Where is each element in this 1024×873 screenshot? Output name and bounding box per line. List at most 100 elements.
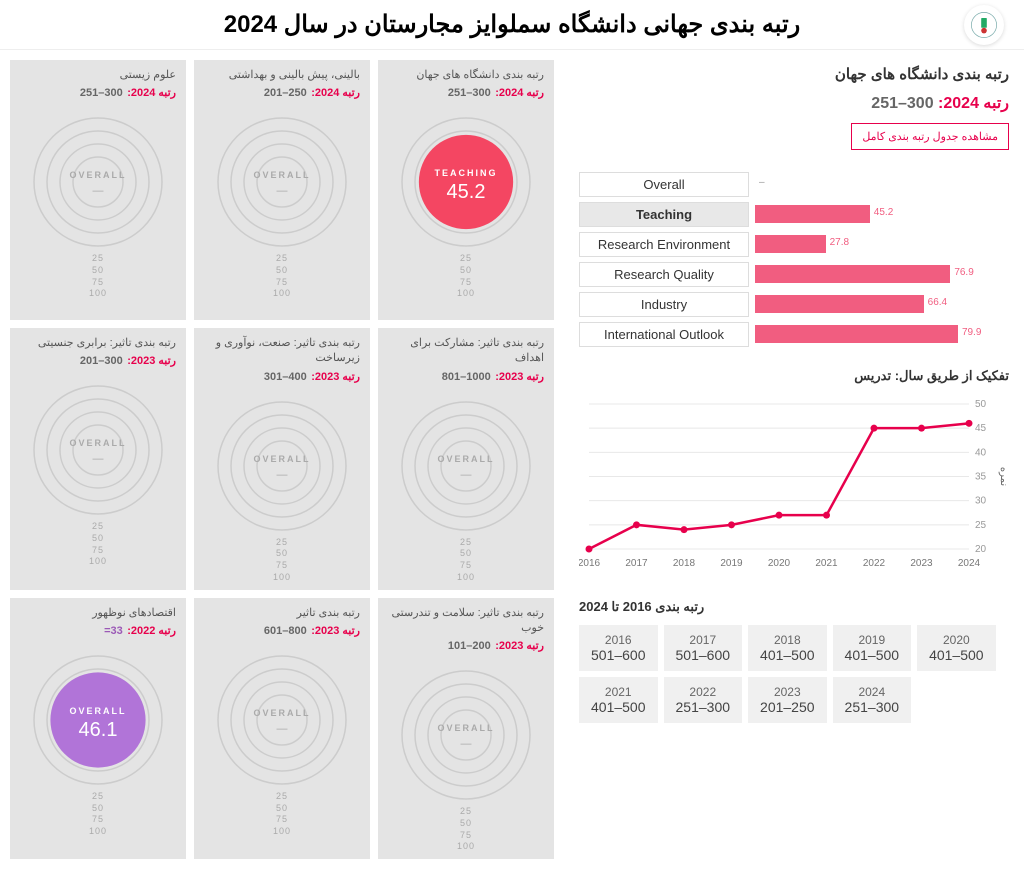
rank-label: رتبه 2024: <box>938 95 1009 112</box>
dial-scale: 255075100 <box>204 253 360 300</box>
dial-grid: رتبه بندی دانشگاه های جهانرتبه 2024: 251… <box>10 60 554 859</box>
year-chip[interactable]: 2016501–600 <box>579 625 658 671</box>
dial-scale: 255075100 <box>388 253 544 300</box>
svg-text:OVERALL: OVERALL <box>69 706 126 716</box>
years-title: رتبه بندی 2016 تا 2024 <box>579 599 1009 615</box>
dial-rank-label: رتبه 2024: <box>495 87 544 99</box>
dial-card[interactable]: رتبه بندی دانشگاه های جهانرتبه 2024: 251… <box>378 60 554 320</box>
metric-bar: 76.9 <box>755 265 1009 283</box>
metric-bar: 66.4 <box>755 295 1009 313</box>
year-chip[interactable]: 2019401–500 <box>833 625 912 671</box>
year-chip[interactable]: 2018401–500 <box>748 625 827 671</box>
svg-text:—: — <box>461 469 472 481</box>
dial-card[interactable]: رتبه بندی تاثیر: صنعت، نوآوری و زیرساخت ر… <box>194 328 370 590</box>
view-full-ranking-button[interactable]: مشاهده جدول رتبه بندی کامل <box>851 123 1009 150</box>
rank-value: 251–300 <box>871 95 933 113</box>
line-chart: 2025303540455020162017201820192020202120… <box>579 394 1009 579</box>
dial-rank-label: رتبه 2023: <box>311 371 360 383</box>
metric-label[interactable]: Industry <box>579 292 749 317</box>
year-chip[interactable]: 2017501–600 <box>664 625 743 671</box>
dial-rank-value: 801–1000 <box>442 371 491 383</box>
metric-label[interactable]: Research Quality <box>579 262 749 287</box>
svg-text:OVERALL: OVERALL <box>253 708 310 718</box>
metric-label[interactable]: International Outlook <box>579 322 749 347</box>
svg-text:2019: 2019 <box>720 558 743 569</box>
dial-rank-label: رتبه 2023: <box>311 625 360 637</box>
svg-text:TEACHING: TEACHING <box>435 168 498 178</box>
svg-text:—: — <box>277 723 288 735</box>
dial-card[interactable]: رتبه بندی تاثیر رتبه 2023: 601–800 OVERALL… <box>194 598 370 860</box>
metric-bar: – <box>755 175 1009 193</box>
dial-card[interactable]: رتبه بندی تاثیر: سلامت و تندرستی خوب رتبه… <box>378 598 554 860</box>
svg-text:2023: 2023 <box>910 558 933 569</box>
svg-text:2016: 2016 <box>579 558 601 569</box>
metric-bars: Overall–Teaching45.2Research Environment… <box>579 170 1009 348</box>
dial-rank-label: رتبه 2024: <box>127 87 176 99</box>
dial-title: بالینی، پیش بالینی و بهداشتی <box>204 68 360 83</box>
dial-card[interactable]: بالینی، پیش بالینی و بهداشتی رتبه 2024: 2… <box>194 60 370 320</box>
svg-text:2021: 2021 <box>815 558 838 569</box>
ranking-card-title: رتبه بندی دانشگاه های جهان <box>579 65 1009 83</box>
svg-text:—: — <box>277 185 288 197</box>
dial-card[interactable]: اقتصادهای نوظهور رتبه 2022: =33 OVERALL 46.… <box>10 598 186 860</box>
dial-card[interactable]: رتبه بندی تاثیر: مشارکت برای اهدافرتبه 2… <box>378 328 554 590</box>
svg-text:OVERALL: OVERALL <box>69 438 126 448</box>
svg-text:45: 45 <box>975 423 987 434</box>
svg-text:OVERALL: OVERALL <box>253 454 310 464</box>
svg-text:25: 25 <box>975 520 987 531</box>
svg-text:2017: 2017 <box>625 558 648 569</box>
dial-rank-label: رتبه 2023: <box>495 640 544 652</box>
svg-text:46.1: 46.1 <box>79 719 118 741</box>
dial-scale: 255075100 <box>20 253 176 300</box>
year-chip[interactable]: 2020401–500 <box>917 625 996 671</box>
dial-scale: 255075100 <box>20 791 176 838</box>
svg-text:OVERALL: OVERALL <box>437 723 494 733</box>
dial-rank-label: رتبه 2023: <box>495 371 544 383</box>
svg-text:نمره: نمره <box>998 467 1009 486</box>
svg-text:2018: 2018 <box>673 558 696 569</box>
dial-rank-label: رتبه 2024: <box>311 87 360 99</box>
dial-rank-value: 201–250 <box>264 87 307 99</box>
svg-text:OVERALL: OVERALL <box>253 170 310 180</box>
year-chip[interactable]: 2023201–250 <box>748 677 827 723</box>
dial-title: رتبه بندی تاثیر: سلامت و تندرستی خوب <box>388 606 544 637</box>
header: رتبه بندی جهانی دانشگاه سملوایز مجارستان… <box>0 0 1024 50</box>
dial-card[interactable]: علوم زیستیرتبه 2024: 251–300OVERALL—2550… <box>10 60 186 320</box>
dial-rank-value: =33 <box>104 625 123 637</box>
dial-rank-value: 301–400 <box>264 371 307 383</box>
dial-scale: 255075100 <box>20 521 176 568</box>
dial-scale: 255075100 <box>204 537 360 584</box>
svg-text:40: 40 <box>975 447 987 458</box>
line-chart-title: تفکیک از طریق سال: تدریس <box>579 368 1009 384</box>
dial-rank-label: رتبه 2022: <box>127 625 176 637</box>
dial-rank-value: 201–300 <box>80 355 123 367</box>
dial-card[interactable]: رتبه بندی تاثیر: برابری جنسیتی رتبه 2023:… <box>10 328 186 590</box>
svg-text:2022: 2022 <box>863 558 886 569</box>
year-chip[interactable]: 2024251–300 <box>833 677 912 723</box>
dial-title: رتبه بندی تاثیر <box>204 606 360 621</box>
metric-label[interactable]: Teaching <box>579 202 749 227</box>
svg-text:—: — <box>461 738 472 750</box>
svg-text:OVERALL: OVERALL <box>437 454 494 464</box>
metric-label[interactable]: Overall <box>579 172 749 197</box>
dial-scale: 255075100 <box>204 791 360 838</box>
svg-text:35: 35 <box>975 472 987 483</box>
dial-rank-value: 251–300 <box>80 87 123 99</box>
svg-text:45.2: 45.2 <box>447 181 486 203</box>
dial-title: اقتصادهای نوظهور <box>20 606 176 621</box>
year-chips: 2016501–6002017501–6002018401–5002019401… <box>579 625 1009 723</box>
metric-bar: 79.9 <box>755 325 1009 343</box>
dial-rank-label: رتبه 2023: <box>127 355 176 367</box>
metric-bar: 27.8 <box>755 235 1009 253</box>
year-chip[interactable]: 2022251–300 <box>664 677 743 723</box>
svg-text:30: 30 <box>975 496 987 507</box>
dial-title: رتبه بندی تاثیر: صنعت، نوآوری و زیرساخت <box>204 336 360 367</box>
dial-scale: 255075100 <box>388 806 544 853</box>
metric-label[interactable]: Research Environment <box>579 232 749 257</box>
dial-title: علوم زیستی <box>20 68 176 83</box>
dial-title: رتبه بندی تاثیر: برابری جنسیتی <box>20 336 176 351</box>
dial-rank-value: 601–800 <box>264 625 307 637</box>
svg-text:—: — <box>277 469 288 481</box>
page-title: رتبه بندی جهانی دانشگاه سملوایز مجارستان… <box>224 10 801 39</box>
year-chip[interactable]: 2021401–500 <box>579 677 658 723</box>
